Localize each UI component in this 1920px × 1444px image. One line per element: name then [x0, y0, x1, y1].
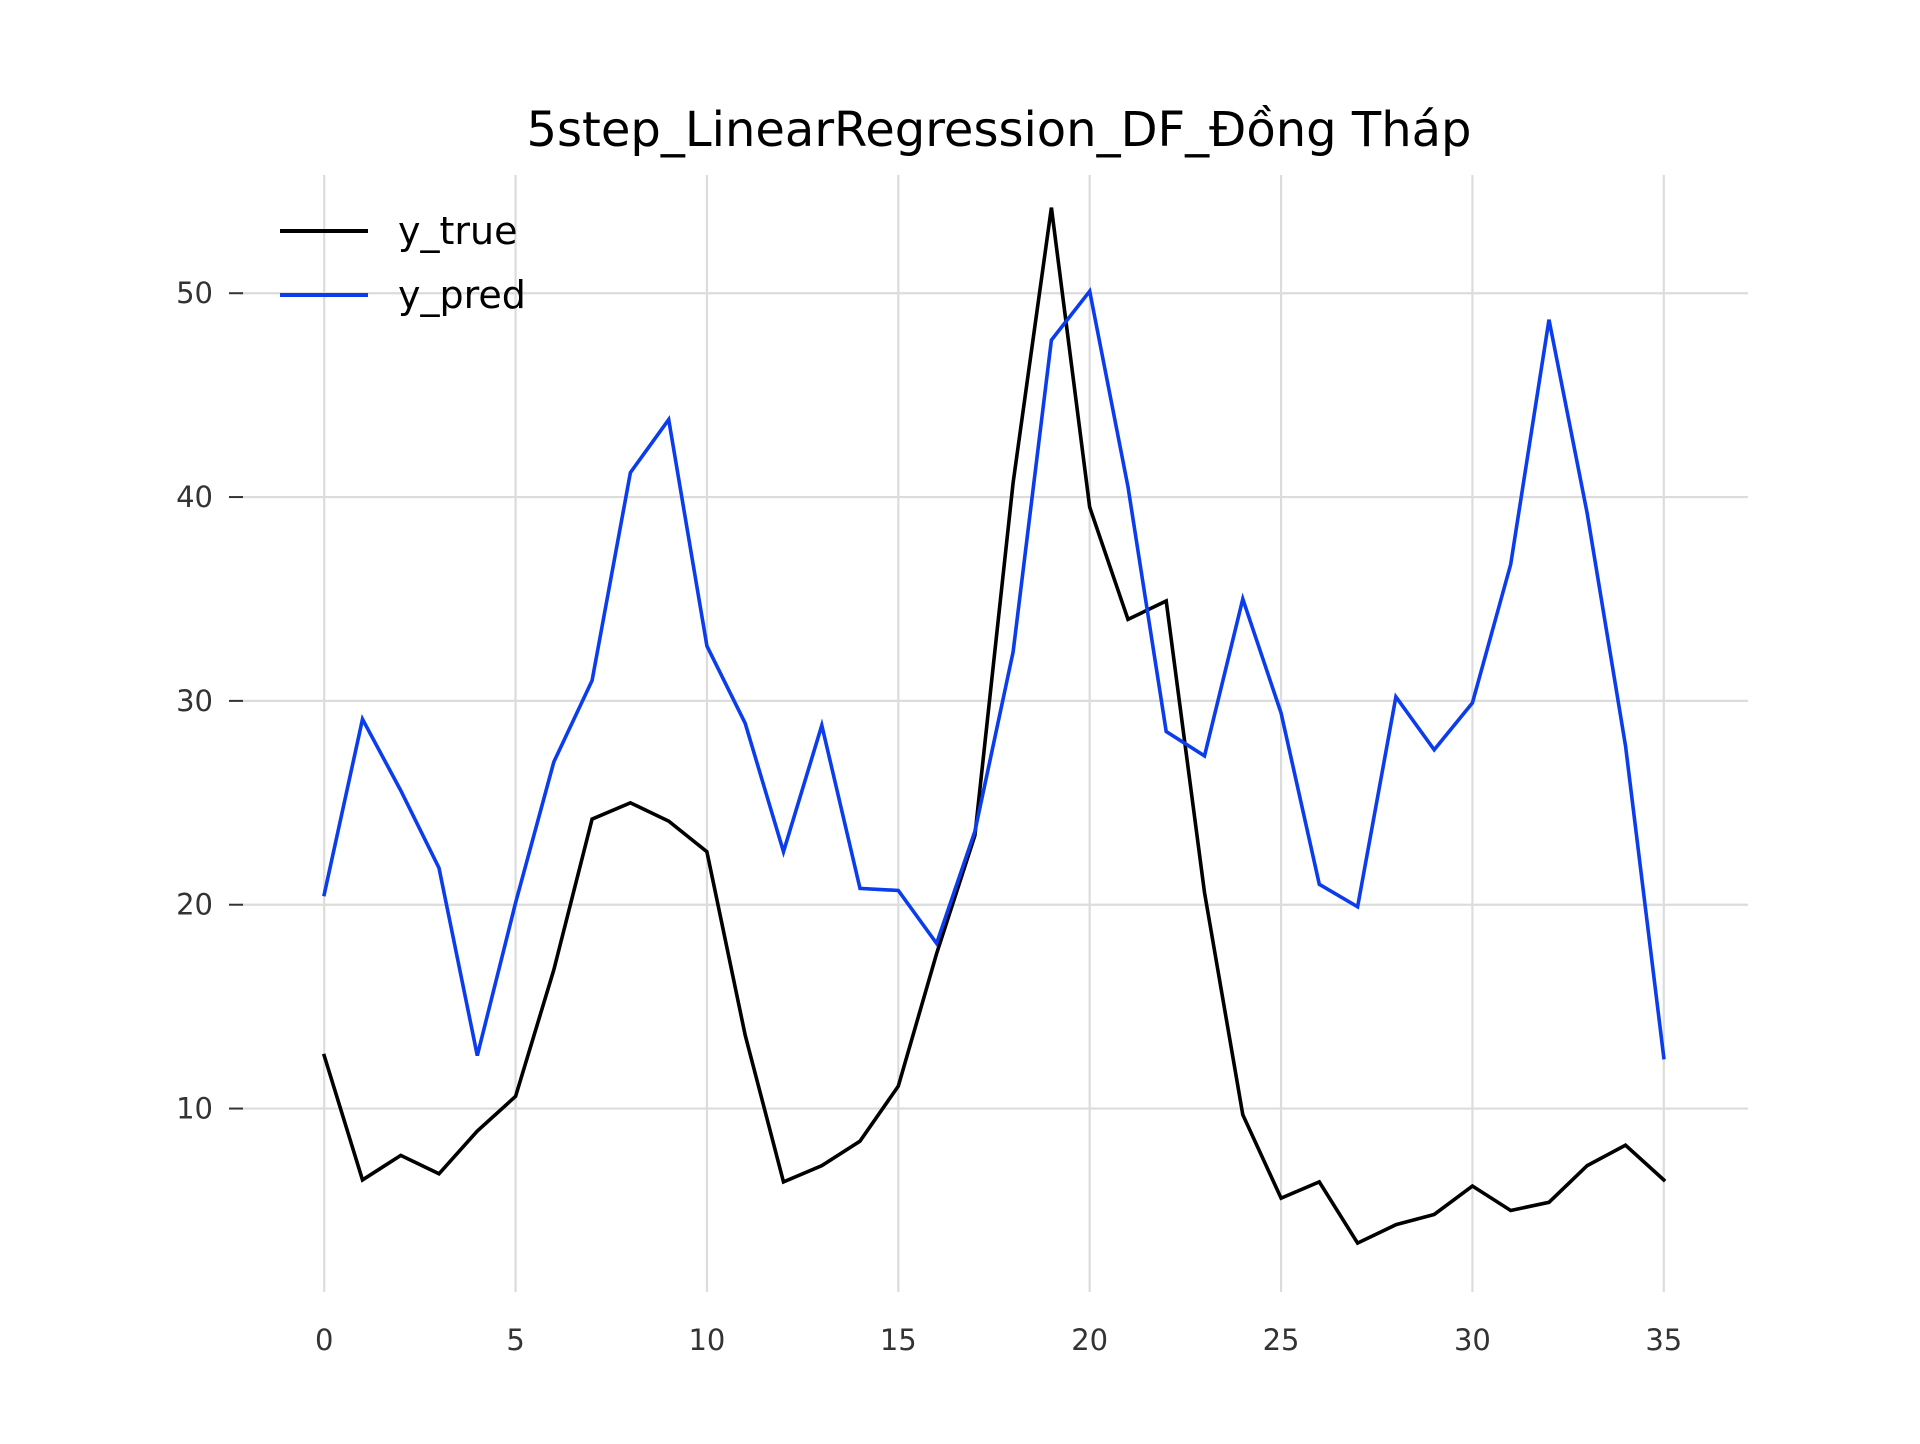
- x-tick-label: 10: [688, 1323, 725, 1357]
- chart-title: 5step_LinearRegression_DF_Đồng Tháp: [527, 102, 1472, 158]
- x-tick-label: 5: [506, 1323, 524, 1357]
- legend-label: y_true: [398, 209, 517, 253]
- y-tick-label: 10: [176, 1092, 213, 1126]
- series-lines: [321, 207, 1667, 1246]
- y-tick-label: 20: [176, 888, 213, 922]
- grid: [240, 175, 1748, 1292]
- x-tick-label: 30: [1454, 1323, 1491, 1357]
- x-tick-label: 15: [880, 1323, 917, 1357]
- y-tick-label: 30: [176, 684, 213, 718]
- x-tick-label: 20: [1071, 1323, 1108, 1357]
- y-tick-label: 50: [176, 276, 213, 310]
- legend-label: y_pred: [398, 273, 526, 317]
- y-tick-label: 40: [176, 480, 213, 514]
- legend: y_true y_pred: [280, 209, 526, 317]
- x-tick-label: 0: [315, 1323, 333, 1357]
- x-tick-label: 35: [1645, 1323, 1682, 1357]
- axis-ticks: 0 5 10 15 20 25 30 35 10 20 30 40 50: [176, 276, 1682, 1357]
- series-line-y-true: [321, 207, 1667, 1246]
- series-line-y-pred: [322, 286, 1666, 1060]
- x-tick-label: 25: [1263, 1323, 1300, 1357]
